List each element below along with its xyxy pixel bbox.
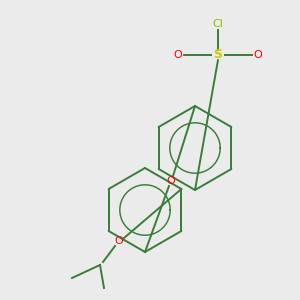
Text: O: O [167, 176, 176, 186]
Text: S: S [214, 49, 223, 62]
Text: Cl: Cl [213, 19, 224, 29]
Text: O: O [174, 50, 182, 60]
Text: O: O [254, 50, 262, 60]
Text: O: O [115, 236, 123, 246]
